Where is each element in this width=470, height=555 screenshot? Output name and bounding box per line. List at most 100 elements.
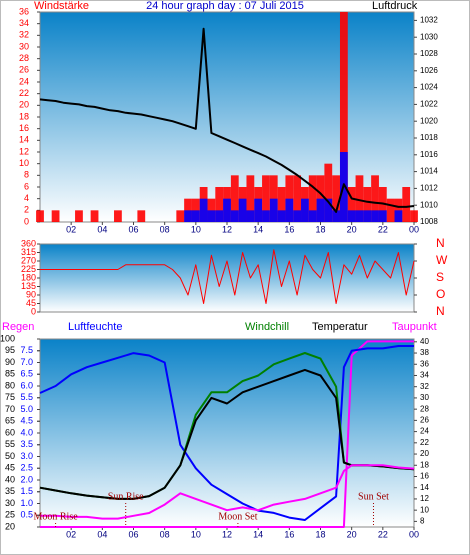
y3-tick-label: 7.5 (20, 345, 33, 355)
x-tick-label: 18 (315, 529, 325, 539)
annotation: Sun Rise (108, 491, 144, 502)
y-tick-label: 85 (5, 369, 15, 379)
y3-tick-label: 5.5 (20, 392, 33, 402)
y-tick-label: 40 (5, 474, 15, 484)
wind-bar (114, 210, 122, 222)
y-tick-label: 0 (31, 306, 36, 316)
x-tick-label: 22 (378, 529, 388, 539)
annotation: Moon Set (218, 511, 257, 522)
legend-entry: Regen (2, 321, 34, 333)
y-tick-label: 14 (19, 135, 29, 145)
x-tick-label: 16 (284, 224, 294, 234)
y3-tick-label: 2.0 (20, 474, 33, 484)
y-tick-label: 30 (19, 41, 29, 51)
wind-bar (90, 210, 99, 222)
wind-bar (238, 198, 247, 222)
wind-bar (277, 187, 286, 222)
y3-tick-label: 6.5 (20, 369, 33, 379)
y-tick-label: 16 (19, 123, 29, 133)
annotation: Sun Set (358, 491, 389, 502)
legend-entry: Temperatur (312, 321, 368, 333)
series-line (40, 340, 414, 528)
y-tick-label: 28 (19, 53, 29, 63)
wind-bar (246, 175, 255, 222)
x-tick-label: 08 (160, 224, 170, 234)
wind-bar (386, 198, 395, 222)
wind-bar (355, 175, 364, 222)
y-tick-label: 45 (5, 463, 15, 473)
wind-bar (176, 210, 185, 222)
y2-tick-label: 1012 (420, 184, 438, 193)
y-tick-label: 8 (24, 170, 29, 180)
wind-bar (36, 210, 44, 222)
wind-bar (184, 210, 192, 222)
y2-tick-label: 22 (420, 438, 429, 447)
y-tick-label: 0 (24, 216, 29, 226)
y-tick-label: 25 (5, 510, 15, 520)
y-tick-label: 18 (19, 111, 29, 121)
x-tick-label: 02 (66, 529, 76, 539)
y-tick-label: 6 (24, 181, 29, 191)
wind-bar (207, 210, 216, 222)
y-tick-label: 70 (5, 404, 15, 414)
y-tick-label: 32 (19, 30, 29, 40)
x-tick-label: 14 (253, 529, 263, 539)
x-tick-label: 00 (409, 224, 419, 234)
y-tick-label: 360 (21, 238, 36, 248)
wind-bar (363, 187, 372, 222)
wind-bar (347, 187, 356, 222)
y-tick-label: 90 (5, 357, 15, 367)
wind-bar (363, 210, 372, 222)
y3-tick-label: 5.0 (20, 404, 33, 414)
series-line (39, 368, 415, 500)
y2-tick-label: 30 (420, 393, 429, 402)
y-tick-label: 24 (19, 76, 29, 86)
x-tick-label: 20 (347, 529, 357, 539)
y2-tick-label: 34 (420, 371, 429, 380)
x-tick-label: 12 (222, 224, 232, 234)
y3-tick-label: 6.0 (20, 380, 33, 390)
y2-tick-label: 20 (420, 449, 429, 458)
y2-tick-label: N (436, 236, 445, 250)
wind-bar (285, 198, 294, 222)
legend-entry: Luftfeuchte (68, 321, 122, 333)
wind-bar (285, 175, 294, 222)
x-tick-label: 04 (97, 224, 107, 234)
wind-bar (371, 175, 379, 222)
y-tick-label: 80 (5, 380, 15, 390)
y2-tick-label: 32 (420, 382, 429, 391)
wind-bar (215, 187, 224, 222)
y-axis-label: Windstärke (34, 0, 89, 12)
y-tick-label: 90 (26, 289, 36, 299)
wind-bar (355, 210, 364, 222)
y2-tick-label: 1030 (420, 32, 438, 41)
y-tick-label: 12 (19, 146, 29, 156)
wind-bar (332, 175, 340, 222)
wind-bar (223, 198, 231, 222)
x-tick-label: 06 (128, 529, 138, 539)
y2-tick-label: 1028 (420, 49, 438, 58)
y2-tick-label: 26 (420, 415, 429, 424)
wind-bar (324, 163, 333, 222)
wind-bar (246, 210, 255, 222)
y-tick-label: 50 (5, 451, 15, 461)
y3-tick-label: 2.5 (20, 463, 33, 473)
y2-tick-label: 12 (420, 494, 429, 503)
chart-title: 24 hour graph day : 07 Juli 2015 (146, 0, 304, 12)
wind-bar (293, 175, 302, 222)
y2-tick-label: 10 (420, 505, 429, 514)
y-tick-label: 75 (5, 392, 15, 402)
wind-bar (137, 210, 146, 222)
y2-tick-label: O (436, 287, 445, 301)
wind-bar (277, 210, 286, 222)
y2-tick-label: 1026 (420, 66, 438, 75)
y-tick-label: 55 (5, 439, 15, 449)
x-tick-label: 04 (97, 529, 107, 539)
wind-bar (324, 198, 333, 222)
y2-tick-label: 1022 (420, 100, 438, 109)
series-line (39, 27, 415, 213)
wind-bar (316, 175, 325, 222)
wind-bar (230, 175, 239, 222)
y2-tick-label: 1008 (420, 217, 438, 226)
